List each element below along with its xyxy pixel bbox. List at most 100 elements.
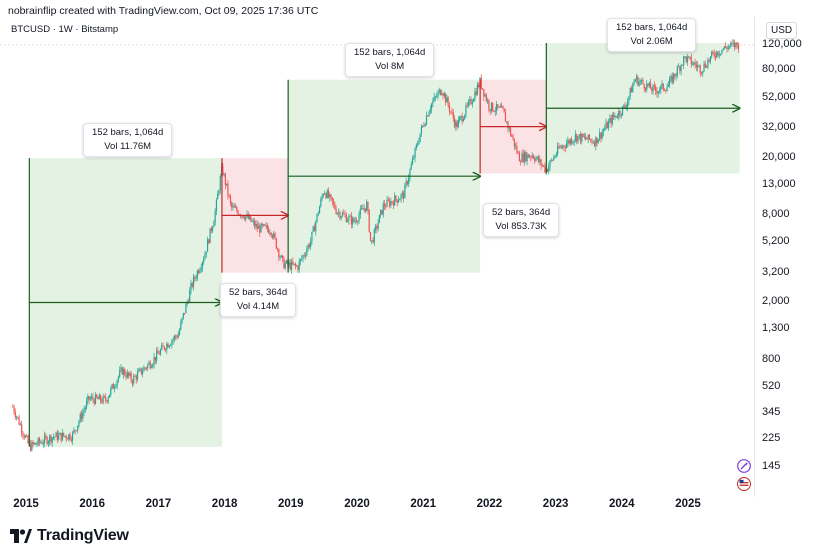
candle-body — [621, 106, 624, 115]
candle-body — [699, 65, 701, 74]
candle-body — [644, 88, 647, 90]
candle-body — [327, 190, 330, 198]
candle-body — [731, 42, 733, 44]
candle-body — [336, 212, 338, 214]
candle-body — [618, 110, 620, 118]
candle-body — [173, 335, 176, 340]
candle-body — [548, 166, 550, 172]
candle-body — [100, 395, 102, 401]
candle-body — [260, 223, 262, 233]
price-tick-label: 225 — [762, 432, 781, 445]
candle-body — [391, 201, 393, 203]
cycle-2-volume: Vol 4.14M — [236, 301, 280, 312]
candle-body — [553, 156, 555, 161]
currency-badge[interactable]: USD — [766, 22, 798, 39]
candle-body — [630, 88, 633, 93]
candle-body — [633, 81, 635, 85]
cycle-5-bars: 152 bars, 1,064d — [616, 22, 688, 33]
candle-body — [532, 155, 535, 159]
candle-body — [21, 424, 23, 433]
candle-body — [531, 155, 533, 158]
candle-body — [153, 356, 155, 365]
candle-body — [134, 375, 136, 377]
candle-body — [513, 138, 515, 147]
magic-wand-icon[interactable] — [737, 459, 751, 473]
candle-body — [78, 421, 80, 426]
candle-body — [40, 442, 42, 444]
candle-body — [677, 66, 680, 68]
candle-body — [38, 438, 41, 443]
candle-body — [283, 258, 285, 269]
candle-body — [338, 212, 340, 213]
candle-body — [274, 233, 276, 239]
price-tick-label: 1,300 — [762, 322, 790, 335]
candle-body — [79, 413, 81, 422]
candle-body — [102, 396, 104, 403]
candle-body — [414, 148, 416, 158]
candle-body — [19, 424, 21, 426]
candle-body — [357, 221, 359, 223]
candle-body — [577, 136, 579, 142]
candle-body — [321, 196, 323, 199]
candle-body — [273, 233, 275, 238]
candle-body — [541, 165, 543, 167]
candle-body — [279, 257, 281, 258]
candle-body — [558, 146, 560, 148]
candle-body — [702, 70, 704, 74]
candle-body — [705, 67, 708, 68]
candle-body — [369, 232, 372, 241]
candle-body — [332, 201, 335, 204]
candle-body — [485, 94, 487, 101]
candle-body — [128, 372, 130, 376]
candle-body — [33, 443, 36, 445]
candle-body — [719, 53, 722, 55]
candle-body — [14, 412, 16, 418]
candle-body — [276, 248, 279, 250]
candle-body — [437, 92, 439, 97]
candle-body — [84, 407, 86, 410]
candle-body — [82, 412, 84, 419]
candle-body — [476, 84, 479, 95]
candle-body — [17, 416, 19, 418]
candle-body — [456, 121, 458, 128]
candle-body — [642, 79, 644, 84]
tradingview-logo[interactable]: TradingView — [10, 527, 129, 545]
candle-body — [425, 115, 428, 125]
candle-body — [349, 215, 351, 217]
candle-body — [111, 384, 113, 389]
candle-body — [649, 82, 652, 89]
candle-body — [399, 199, 401, 201]
candle-body — [448, 105, 451, 112]
candle-body — [516, 145, 518, 153]
candle-body — [503, 108, 505, 113]
candle-body — [595, 137, 597, 147]
candle-body — [98, 395, 100, 400]
candle-body — [733, 42, 736, 48]
candle-body — [363, 208, 365, 210]
candle-body — [539, 159, 541, 162]
candle-body — [185, 304, 187, 314]
symbol-label[interactable]: BTCUSD · 1W · Bitstamp — [11, 24, 119, 35]
candle-body — [578, 134, 580, 137]
candle-body — [647, 83, 649, 86]
candle-body — [534, 158, 536, 161]
candle-body — [730, 42, 732, 46]
candle-body — [285, 260, 288, 264]
candle-body — [157, 350, 159, 354]
candle-body — [520, 161, 522, 163]
candle-body — [455, 121, 457, 127]
flag-us-icon[interactable] — [737, 477, 751, 491]
candle-body — [89, 398, 92, 400]
candle-body — [36, 444, 38, 446]
candle-body — [140, 368, 142, 374]
candle-body — [638, 81, 640, 86]
candle-body — [56, 432, 58, 440]
candle-body — [360, 208, 363, 210]
candle-body — [487, 100, 489, 102]
candle-body — [248, 216, 251, 219]
price-axis[interactable] — [754, 17, 829, 497]
candle-body — [461, 115, 463, 122]
candle-body — [641, 79, 643, 82]
candle-body — [559, 146, 561, 148]
